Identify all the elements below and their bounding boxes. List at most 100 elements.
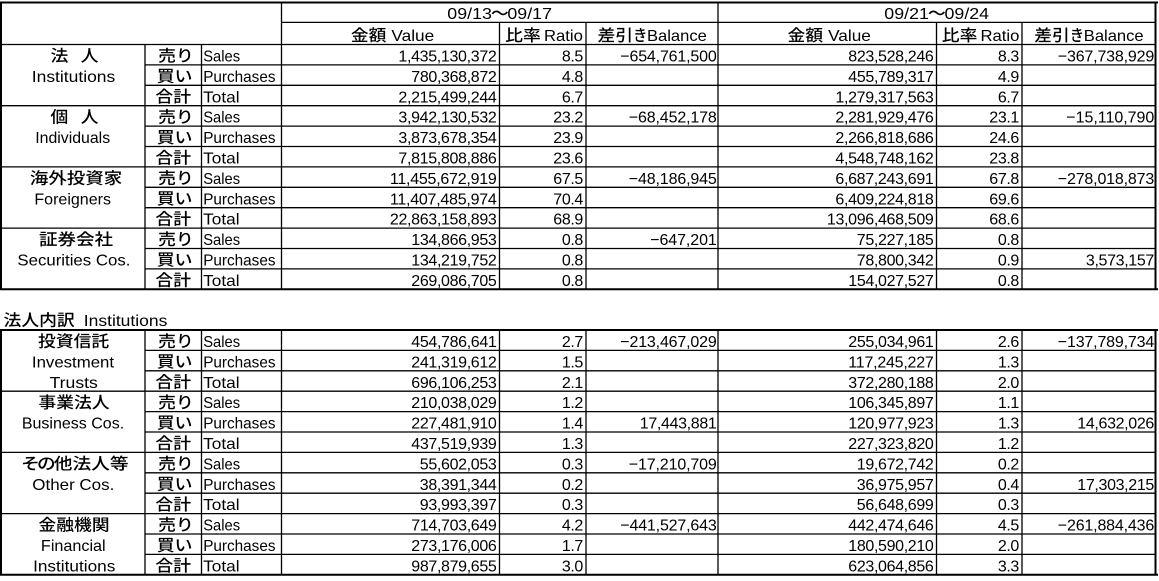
svg-text:38,391,344: 38,391,344 xyxy=(420,477,497,494)
svg-text:70.4: 70.4 xyxy=(553,191,583,208)
svg-text:455,789,317: 455,789,317 xyxy=(848,69,934,86)
svg-text:0.3: 0.3 xyxy=(562,456,583,473)
svg-text:Sales: Sales xyxy=(203,518,240,535)
svg-text:0.8: 0.8 xyxy=(998,273,1019,290)
svg-text:117,245,227: 117,245,227 xyxy=(848,354,934,371)
svg-text:Balance: Balance xyxy=(1084,28,1144,45)
svg-text:0.3: 0.3 xyxy=(562,497,583,514)
svg-text:227,481,910: 227,481,910 xyxy=(411,416,497,433)
svg-text:210,038,029: 210,038,029 xyxy=(411,395,497,412)
svg-text:−647,201: −647,201 xyxy=(650,232,717,249)
svg-text:154,027,527: 154,027,527 xyxy=(848,273,934,290)
svg-text:6.7: 6.7 xyxy=(562,89,583,106)
svg-text:22,863,158,893: 22,863,158,893 xyxy=(390,212,497,229)
svg-text:Total: Total xyxy=(203,497,239,514)
svg-text:Total: Total xyxy=(203,375,239,392)
svg-text:106,345,897: 106,345,897 xyxy=(848,395,934,412)
svg-text:75,227,185: 75,227,185 xyxy=(857,232,934,249)
svg-text:Other Cos.: Other Cos. xyxy=(32,477,114,494)
svg-text:780,368,872: 780,368,872 xyxy=(411,69,497,86)
svg-text:Purchases: Purchases xyxy=(203,538,275,555)
svg-text:1.3: 1.3 xyxy=(998,354,1019,371)
svg-text:23.9: 23.9 xyxy=(553,130,583,147)
svg-text:−213,467,029: −213,467,029 xyxy=(620,334,717,351)
svg-text:14,632,026: 14,632,026 xyxy=(1077,416,1154,433)
svg-text:8.5: 8.5 xyxy=(562,49,583,66)
svg-text:Sales: Sales xyxy=(203,171,240,188)
svg-text:Purchases: Purchases xyxy=(203,69,275,86)
svg-text:56,648,699: 56,648,699 xyxy=(857,497,934,514)
svg-text:68.9: 68.9 xyxy=(553,212,583,229)
svg-text:4.9: 4.9 xyxy=(998,69,1019,86)
svg-text:8.3: 8.3 xyxy=(998,49,1019,66)
svg-text:Total: Total xyxy=(203,89,239,106)
svg-text:241,319,612: 241,319,612 xyxy=(411,354,497,371)
svg-text:−278,018,873: −278,018,873 xyxy=(1058,171,1155,188)
svg-text:−68,452,178: −68,452,178 xyxy=(629,110,717,127)
svg-text:442,474,646: 442,474,646 xyxy=(848,518,934,535)
svg-text:623,064,856: 623,064,856 xyxy=(848,558,934,575)
svg-text:120,977,923: 120,977,923 xyxy=(848,416,934,433)
svg-text:Purchases: Purchases xyxy=(203,130,275,147)
svg-text:Sales: Sales xyxy=(203,456,240,473)
svg-text:−17,210,709: −17,210,709 xyxy=(629,456,717,473)
svg-text:6,687,243,691: 6,687,243,691 xyxy=(835,171,933,188)
svg-text:1,435,130,372: 1,435,130,372 xyxy=(398,49,496,66)
svg-text:67.5: 67.5 xyxy=(553,171,583,188)
svg-text:Investment: Investment xyxy=(32,354,115,371)
svg-text:23.1: 23.1 xyxy=(989,110,1019,127)
svg-text:454,786,641: 454,786,641 xyxy=(411,334,497,351)
svg-text:23.6: 23.6 xyxy=(553,151,583,168)
svg-text:09/21: 09/21 xyxy=(884,6,929,23)
svg-text:273,176,006: 273,176,006 xyxy=(411,538,497,555)
svg-text:Purchases: Purchases xyxy=(203,416,275,433)
svg-text:1,279,317,563: 1,279,317,563 xyxy=(835,89,933,106)
svg-text:2.1: 2.1 xyxy=(562,375,583,392)
svg-text:09/13: 09/13 xyxy=(447,6,492,23)
svg-text:269,086,705: 269,086,705 xyxy=(411,273,497,290)
svg-text:1.3: 1.3 xyxy=(562,436,583,453)
svg-text:134,219,752: 134,219,752 xyxy=(411,253,497,270)
svg-text:0.2: 0.2 xyxy=(562,477,583,494)
svg-text:0.9: 0.9 xyxy=(998,253,1019,270)
svg-text:−137,789,734: −137,789,734 xyxy=(1058,334,1155,351)
svg-text:255,034,961: 255,034,961 xyxy=(848,334,934,351)
svg-text:Total: Total xyxy=(203,151,239,168)
svg-text:0.8: 0.8 xyxy=(562,273,583,290)
svg-text:−15,110,790: −15,110,790 xyxy=(1066,110,1154,127)
svg-text:0.3: 0.3 xyxy=(998,497,1019,514)
svg-text:1.5: 1.5 xyxy=(562,354,583,371)
svg-text:Purchases: Purchases xyxy=(203,477,275,494)
svg-text:−261,884,436: −261,884,436 xyxy=(1058,518,1155,535)
svg-text:17,443,881: 17,443,881 xyxy=(640,416,717,433)
svg-text:227,323,820: 227,323,820 xyxy=(848,436,934,453)
svg-text:Institutions: Institutions xyxy=(33,558,115,575)
svg-text:823,528,246: 823,528,246 xyxy=(848,49,934,66)
svg-text:2.7: 2.7 xyxy=(562,334,583,351)
svg-text:1.1: 1.1 xyxy=(998,395,1019,412)
svg-text:−654,761,500: −654,761,500 xyxy=(620,49,717,66)
svg-text:11,455,672,919: 11,455,672,919 xyxy=(390,171,497,188)
svg-text:0.8: 0.8 xyxy=(562,253,583,270)
svg-text:Institutions: Institutions xyxy=(32,69,116,86)
svg-text:1.2: 1.2 xyxy=(998,436,1019,453)
svg-text:Balance: Balance xyxy=(647,28,707,45)
svg-text:1.2: 1.2 xyxy=(562,395,583,412)
svg-text:6.7: 6.7 xyxy=(998,89,1019,106)
svg-text:987,879,655: 987,879,655 xyxy=(411,558,497,575)
svg-text:2,281,929,476: 2,281,929,476 xyxy=(835,110,933,127)
svg-text:Institutions: Institutions xyxy=(84,313,168,330)
svg-text:19,672,742: 19,672,742 xyxy=(857,456,934,473)
svg-text:Sales: Sales xyxy=(203,110,240,127)
svg-text:2,266,818,686: 2,266,818,686 xyxy=(835,130,933,147)
svg-text:4.5: 4.5 xyxy=(998,518,1019,535)
svg-text:3.0: 3.0 xyxy=(562,558,583,575)
svg-text:−48,186,945: −48,186,945 xyxy=(629,171,717,188)
svg-text:Total: Total xyxy=(203,558,239,575)
svg-text:09/17: 09/17 xyxy=(507,6,552,23)
svg-text:Ratio: Ratio xyxy=(981,28,1020,45)
svg-text:Financial: Financial xyxy=(41,538,106,555)
svg-text:134,866,953: 134,866,953 xyxy=(411,232,497,249)
svg-text:23.8: 23.8 xyxy=(989,151,1019,168)
svg-text:Foreigners: Foreigners xyxy=(34,191,111,208)
